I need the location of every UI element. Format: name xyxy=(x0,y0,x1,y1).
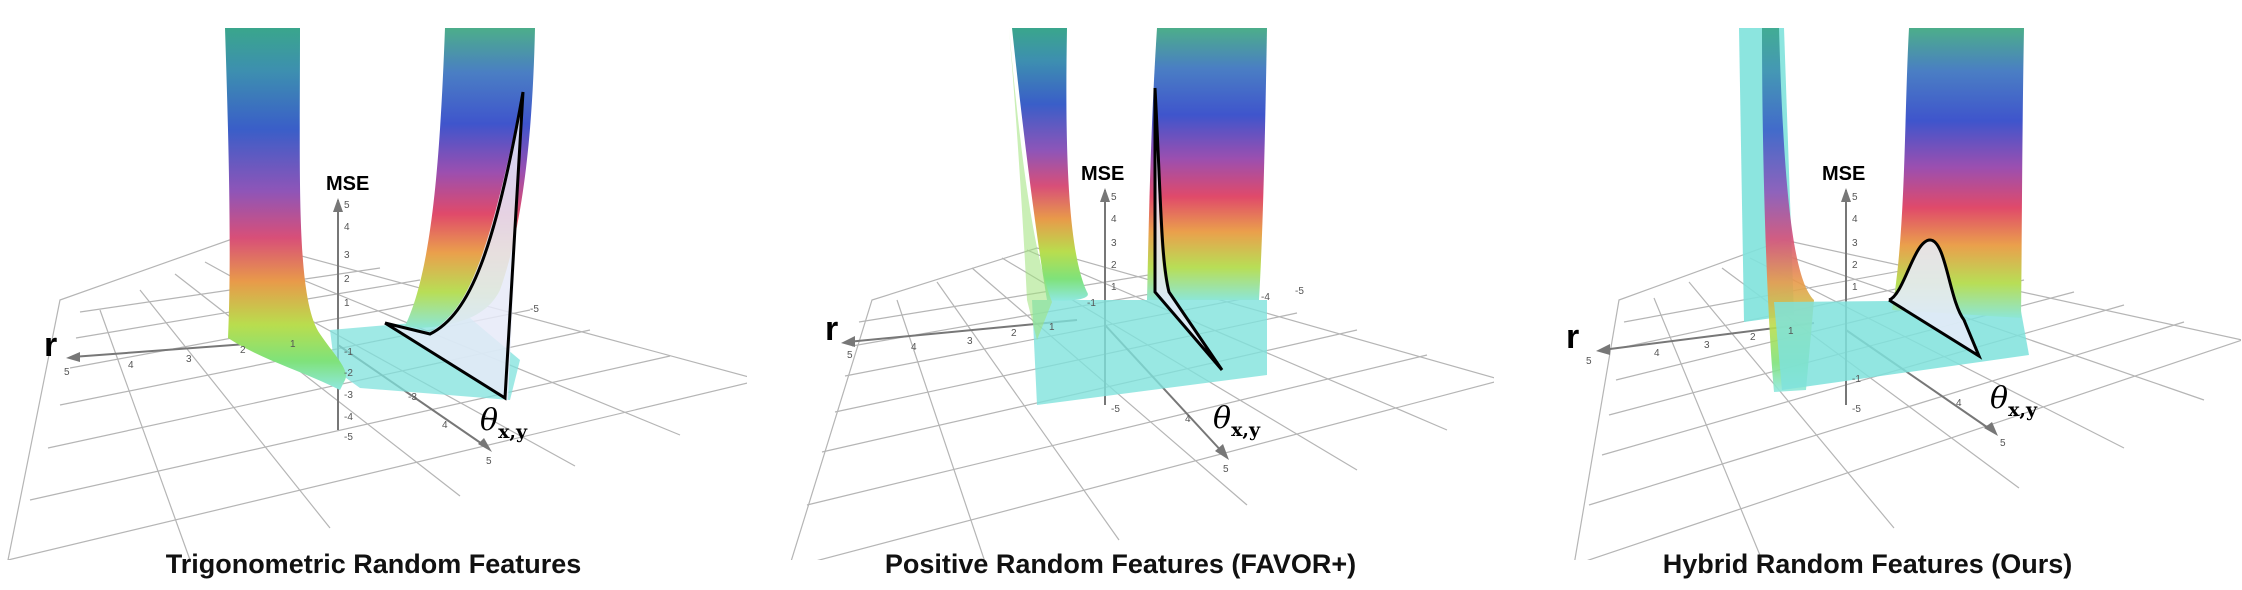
panel-caption: Hybrid Random Features (Ours) xyxy=(1662,549,2073,579)
svg-text:1: 1 xyxy=(1852,282,1858,293)
cross-section-fill xyxy=(1155,88,1222,370)
cross-section-outline xyxy=(384,91,525,401)
svg-text:3: 3 xyxy=(967,336,973,347)
theta-label: θx,y xyxy=(1213,401,1261,441)
cross-section-fill xyxy=(385,92,523,400)
theta-label: θx,y xyxy=(1990,381,2038,421)
svg-text:-5: -5 xyxy=(1111,404,1120,415)
svg-text:-1: -1 xyxy=(1852,374,1861,385)
svg-text:4: 4 xyxy=(1956,398,1962,409)
grid-floor xyxy=(790,247,1494,560)
svg-text:1: 1 xyxy=(290,339,296,350)
theta-ticks: 4 5 -4 -5 xyxy=(1185,286,1304,475)
svg-text:3: 3 xyxy=(344,250,350,261)
svg-text:-5: -5 xyxy=(1852,404,1861,415)
svg-text:5: 5 xyxy=(64,367,70,378)
svg-text:5: 5 xyxy=(1586,356,1592,367)
svg-text:2: 2 xyxy=(344,274,350,285)
svg-text:3: 3 xyxy=(1111,238,1117,249)
theta-label: θx,y xyxy=(480,403,528,443)
svg-text:5: 5 xyxy=(1852,192,1858,203)
svg-text:1: 1 xyxy=(1111,282,1117,293)
svg-text:-5: -5 xyxy=(1295,286,1304,297)
svg-text:4: 4 xyxy=(1185,414,1191,425)
svg-text:2: 2 xyxy=(1750,332,1756,343)
svg-text:4: 4 xyxy=(442,420,448,431)
surface-left-wall xyxy=(225,28,346,390)
svg-text:4: 4 xyxy=(1111,214,1117,225)
panel-trigonometric: MSE r θx,y 5 4 3 2 1 -1 -2 -3 -4 -5 5 4 … xyxy=(0,0,747,590)
svg-text:1: 1 xyxy=(1049,322,1055,333)
svg-text:5: 5 xyxy=(1111,192,1117,203)
cross-section-outline xyxy=(1888,238,1983,360)
mse-label: MSE xyxy=(1081,163,1124,185)
svg-text:-2: -2 xyxy=(344,368,353,379)
svg-text:4: 4 xyxy=(1654,348,1660,359)
grid-floor xyxy=(7,237,747,560)
r-label: r xyxy=(1566,318,1579,356)
surface-plot-positive: MSE r θx,y 5 4 3 2 1 -1 -5 5 4 3 2 1 4 5… xyxy=(790,28,1494,560)
svg-text:5: 5 xyxy=(486,456,492,467)
r-ticks: 5 4 3 2 1 xyxy=(1586,326,1794,367)
cross-section-outline xyxy=(1153,87,1224,371)
surface-right-wall xyxy=(1147,28,1267,300)
svg-text:2: 2 xyxy=(240,345,246,356)
svg-text:-3: -3 xyxy=(408,392,417,403)
floor-surface xyxy=(1032,300,1267,405)
svg-text:5: 5 xyxy=(1223,464,1229,475)
svg-text:5: 5 xyxy=(2000,438,2006,449)
svg-text:-4: -4 xyxy=(1261,292,1270,303)
r-label: r xyxy=(825,310,838,348)
r-ticks: 5 4 3 2 1 xyxy=(64,339,296,378)
svg-text:5: 5 xyxy=(847,350,853,361)
panel-caption: Trigonometric Random Features xyxy=(165,549,582,579)
surface-plot-hybrid: MSE r θx,y 5 4 3 2 1 -1 -5 5 4 3 2 1 4 5 xyxy=(1566,28,2241,560)
panel-caption: Positive Random Features (FAVOR+) xyxy=(884,549,1357,579)
mse-label: MSE xyxy=(1822,163,1865,185)
svg-text:4: 4 xyxy=(911,342,917,353)
svg-text:5: 5 xyxy=(344,200,350,211)
svg-text:4: 4 xyxy=(344,222,350,233)
svg-text:4: 4 xyxy=(1852,214,1858,225)
svg-text:3: 3 xyxy=(186,354,192,365)
panel-hybrid: MSE r θx,y 5 4 3 2 1 -1 -5 5 4 3 2 1 4 5… xyxy=(1494,0,2241,590)
surface-left-wall xyxy=(1007,28,1088,301)
svg-text:2: 2 xyxy=(1852,260,1858,271)
svg-text:-4: -4 xyxy=(344,412,353,423)
svg-text:4: 4 xyxy=(128,360,134,371)
svg-text:1: 1 xyxy=(344,298,350,309)
mse-ticks: 5 4 3 2 1 -1 -5 xyxy=(1852,192,1861,415)
svg-text:1: 1 xyxy=(1788,326,1794,337)
svg-text:-5: -5 xyxy=(344,432,353,443)
svg-text:-1: -1 xyxy=(344,347,353,358)
panel-positive: MSE r θx,y 5 4 3 2 1 -1 -5 5 4 3 2 1 4 5… xyxy=(747,0,1494,590)
svg-text:-5: -5 xyxy=(530,304,539,315)
svg-text:2: 2 xyxy=(1111,260,1117,271)
svg-text:3: 3 xyxy=(1704,340,1710,351)
svg-text:-1: -1 xyxy=(1087,298,1096,309)
theta-ticks: -3 4 5 -5 xyxy=(408,304,539,467)
svg-text:3: 3 xyxy=(1852,238,1858,249)
cross-section-fill xyxy=(1889,240,1979,356)
mse-ticks: 5 4 3 2 1 -1 -5 xyxy=(1087,192,1120,415)
svg-text:2: 2 xyxy=(1011,328,1017,339)
r-ticks: 5 4 3 2 1 xyxy=(847,322,1055,361)
surface-plot-trigonometric: MSE r θx,y 5 4 3 2 1 -1 -2 -3 -4 -5 5 4 … xyxy=(7,28,747,560)
r-label: r xyxy=(44,326,57,364)
mse-ticks: 5 4 3 2 1 -1 -2 -3 -4 -5 xyxy=(344,200,353,443)
svg-text:-3: -3 xyxy=(344,390,353,401)
mse-label: MSE xyxy=(326,173,369,195)
theta-ticks: 4 5 xyxy=(1956,398,2006,449)
